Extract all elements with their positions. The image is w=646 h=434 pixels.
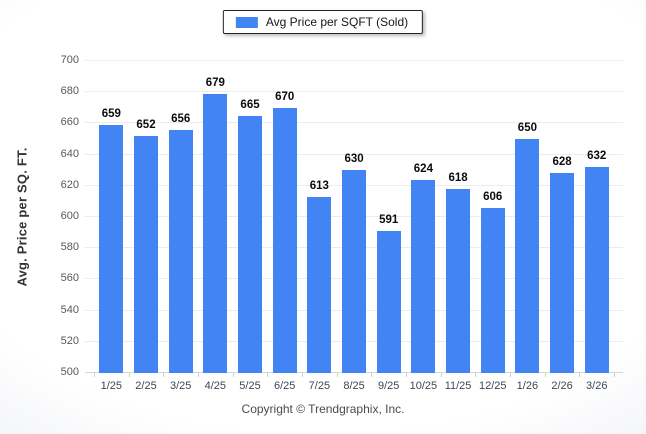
bar-4/25[interactable] [203,93,228,373]
y-tick-label-580: 580 [60,241,79,254]
bar-10/25[interactable] [411,179,436,373]
bar-slot-5/25: 665 5/25 [233,61,268,392]
x-tick [198,373,199,377]
x-tick [614,373,615,377]
bar-slot-6/25: 670 6/25 [267,61,302,392]
value-label-10/25: 624 [413,162,433,175]
bar-3/25[interactable] [168,129,193,373]
x-tick-label-1/26: 1/26 [516,380,539,392]
bar-9/25[interactable] [376,231,401,373]
value-label-4/25: 679 [205,76,225,89]
x-tick [267,373,269,377]
bar-slot-2/25: 652 2/25 [129,61,164,392]
x-tick [544,373,546,377]
y-tick-label-640: 640 [60,147,79,160]
bar-slot-4/25: 679 4/25 [198,61,233,392]
value-label-3/26: 632 [587,150,607,163]
value-label-12/25: 606 [483,190,503,203]
y-tick-label-520: 520 [60,334,79,347]
bar-12/25[interactable] [480,207,505,373]
gridline-660 [85,122,623,124]
value-label-1/26: 650 [517,122,537,134]
value-label-11/25: 618 [448,171,468,184]
value-label-2/26: 628 [552,156,572,169]
copyright-text: Copyright © Trendgraphix, Inc. [241,402,405,416]
legend: Avg Price per SQFT (Sold) [222,10,424,34]
y-tick-label-700: 700 [60,54,79,66]
x-tick [371,373,373,377]
value-label-2/25: 652 [136,118,156,131]
bar-8/25[interactable] [342,170,367,373]
x-tick-label-2/26: 2/26 [551,380,573,392]
y-tick-label-680: 680 [60,85,79,98]
gridline-680 [85,91,623,93]
x-tick [232,373,234,377]
x-tick [510,373,511,377]
value-label-6/25: 670 [275,90,295,103]
y-tick-label-600: 600 [60,210,79,222]
y-tick-label-540: 540 [60,303,79,316]
plot-area: 500 520 540 560 580 600 620 640 660 680 700 659 1/25… [61,54,623,392]
bar-2/26[interactable] [550,173,575,373]
bar-slot-12/25: 606 12/25 [475,61,510,392]
x-tick-label-7/25: 7/25 [308,380,331,392]
y-axis-title: Avg. Price per SQ. FT. [14,147,30,287]
legend-swatch-icon [235,16,258,28]
x-tick [406,373,407,377]
y-tick-label-620: 620 [60,178,79,191]
x-tick-label-9/25: 9/25 [377,380,400,392]
bar-slot-1/26: 650 1/26 [510,61,545,392]
bar-slot-3/25: 656 3/25 [163,61,198,392]
x-tick-label-4/25: 4/25 [204,380,227,392]
value-label-9/25: 591 [379,214,399,227]
value-label-5/25: 665 [240,98,260,111]
bar-6/25[interactable] [272,107,297,373]
x-tick [475,373,477,377]
x-tick-label-3/26: 3/26 [586,380,608,392]
bar-slot-11/25: 618 11/25 [441,61,476,392]
bar-slot-9/25: 591 9/25 [371,61,406,392]
value-label-7/25: 613 [309,179,329,192]
bar-slot-3/26: 632 3/26 [579,61,614,392]
y-tick-label-560: 560 [60,272,79,285]
bar-2/25[interactable] [134,135,158,373]
bar-11/25[interactable] [446,188,471,373]
x-tick-label-11/25: 11/25 [444,380,472,392]
gridline-700 [85,60,623,61]
x-tick [440,373,442,377]
x-tick-label-5/25: 5/25 [239,380,261,392]
bar-slot-1/25: 659 1/25 [94,61,129,392]
x-tick [94,373,95,377]
x-tick-label-2/25: 2/25 [135,380,157,392]
bar-1/25[interactable] [99,124,124,373]
x-tick [579,373,581,377]
y-tick-label-660: 660 [60,116,79,129]
bar-series: 659 1/25 652 2/25 656 3/25 679 4/25 665 5/25 670 6/… [94,61,614,392]
bar-slot-7/25: 613 7/25 [302,61,337,392]
value-label-3/25: 656 [171,112,191,125]
x-tick [163,373,165,377]
x-tick-label-1/25: 1/25 [100,380,123,392]
bar-5/25[interactable] [238,115,263,373]
bar-1/26[interactable] [515,139,540,373]
x-tick-label-12/25: 12/25 [478,380,507,392]
bar-slot-8/25: 630 8/25 [337,61,372,392]
y-tick-label-500: 500 [60,366,79,378]
x-tick [128,373,130,377]
value-label-1/25: 659 [101,107,121,120]
value-label-8/25: 630 [344,153,364,166]
x-tick [302,373,303,377]
x-tick-label-6/25: 6/25 [273,380,296,392]
bar-3/26[interactable] [584,167,609,373]
bar-slot-2/26: 628 2/26 [545,61,580,392]
bar-7/25[interactable] [307,196,332,373]
x-tick-label-10/25: 10/25 [409,380,438,392]
gridline-640 [85,153,623,155]
x-tick [336,373,338,377]
x-tick-label-3/25: 3/25 [169,380,192,392]
x-tick-label-8/25: 8/25 [343,380,365,392]
legend-label: Avg Price per SQFT (Sold) [265,15,409,29]
bar-slot-10/25: 624 10/25 [406,61,441,392]
